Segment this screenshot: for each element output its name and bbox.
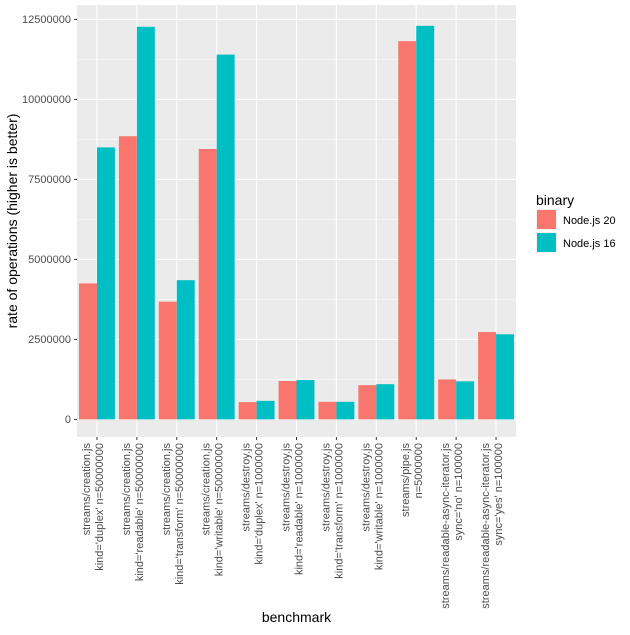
x-tick-label-line: streams/destroy.js (241, 443, 253, 532)
bar (158, 301, 177, 420)
bar (496, 334, 515, 420)
bar (278, 381, 297, 420)
x-tick-label-line: streams/destroy.js (320, 443, 332, 532)
bar (318, 401, 337, 420)
x-tick-label: streams/creation.jskind='transform' n=50… (161, 443, 186, 585)
x-tick-label-line: streams/creation.js (161, 443, 173, 536)
legend: binary Node.js 20 Node.js 16 (536, 192, 616, 253)
legend-label: Node.js 16 (563, 238, 616, 250)
y-tick-label: 10000000 (22, 94, 71, 106)
y-tick-label: 12500000 (22, 14, 71, 26)
bar (438, 379, 457, 420)
bar (456, 381, 475, 420)
x-tick-label-line: streams/readable-async-iterator.js (440, 443, 452, 609)
x-tick-label-line: kind='duplex' n=50000000 (94, 443, 106, 571)
x-tick-label: streams/creation.jskind='readable' n=500… (121, 443, 146, 582)
bar (176, 280, 195, 420)
x-tick-label: streams/creation.jskind='writable' n=500… (201, 443, 226, 577)
x-tick-label-line: sync='no' n=100000 (453, 443, 465, 541)
x-tick-label: streams/destroy.jskind='writable' n=1000… (360, 443, 385, 571)
y-tick-label: 2500000 (28, 334, 71, 346)
legend-swatch (537, 210, 556, 229)
x-tick-label-line: streams/creation.js (201, 443, 213, 536)
legend-label: Node.js 20 (563, 215, 616, 227)
x-tick-label: streams/destroy.jskind='duplex' n=100000… (241, 443, 266, 565)
y-tick-label: 0 (65, 414, 71, 426)
bar (136, 26, 155, 420)
x-tick-label: streams/destroy.jskind='readable' n=1000… (281, 443, 306, 576)
x-tick-label-line: kind='transform' n=50000000 (174, 443, 186, 585)
bar (79, 283, 97, 420)
bar (96, 147, 115, 420)
bar (238, 402, 257, 420)
bar (416, 25, 435, 420)
x-tick-label-line: kind='writable' n=50000000 (214, 443, 226, 576)
x-tick-label-line: kind='readable' n=1000000 (294, 443, 306, 575)
x-tick-label-line: streams/destroy.js (281, 443, 293, 532)
bar (398, 41, 417, 420)
x-tick-label-line: streams/creation.js (81, 443, 93, 536)
x-tick-label: streams/pipe.jsn=5000000 (400, 443, 425, 517)
y-axis-title: rate of operations (higher is better) (4, 114, 20, 329)
x-axis-title: benchmark (262, 609, 332, 625)
x-tick-label: streams/readable-async-iterator.jssync='… (480, 443, 505, 609)
x-tick-label-line: sync='yes' n=100000 (493, 443, 505, 546)
bar (198, 149, 217, 420)
x-tick-label: streams/creation.jskind='duplex' n=50000… (81, 443, 106, 571)
x-tick-label-line: kind='readable' n=50000000 (134, 443, 146, 581)
x-tick-label-line: streams/readable-async-iterator.js (480, 443, 492, 609)
x-tick-label: streams/readable-async-iterator.jssync='… (440, 443, 465, 609)
bar (336, 401, 355, 420)
x-tick-label-line: n=5000000 (413, 443, 425, 498)
bar (256, 400, 275, 420)
bar (118, 136, 137, 420)
x-tick-label-line: streams/destroy.js (360, 443, 372, 532)
legend-title: binary (536, 192, 574, 208)
x-tick-label-line: kind='writable' n=1000000 (373, 443, 385, 570)
bar (296, 380, 315, 420)
x-tick-label-line: kind='duplex' n=1000000 (254, 443, 266, 565)
bar (216, 54, 235, 420)
x-tick-label-line: streams/creation.js (121, 443, 133, 536)
legend-swatch (537, 233, 556, 252)
x-tick-label: streams/destroy.jskind='transform' n=100… (320, 443, 345, 579)
bar (478, 332, 497, 420)
x-tick-label-line: streams/pipe.js (400, 443, 412, 517)
bar (358, 385, 377, 420)
y-tick-label: 7500000 (28, 174, 71, 186)
x-tick-label-line: kind='transform' n=1000000 (333, 443, 345, 579)
y-tick-label: 5000000 (28, 254, 71, 266)
bar (376, 384, 395, 420)
